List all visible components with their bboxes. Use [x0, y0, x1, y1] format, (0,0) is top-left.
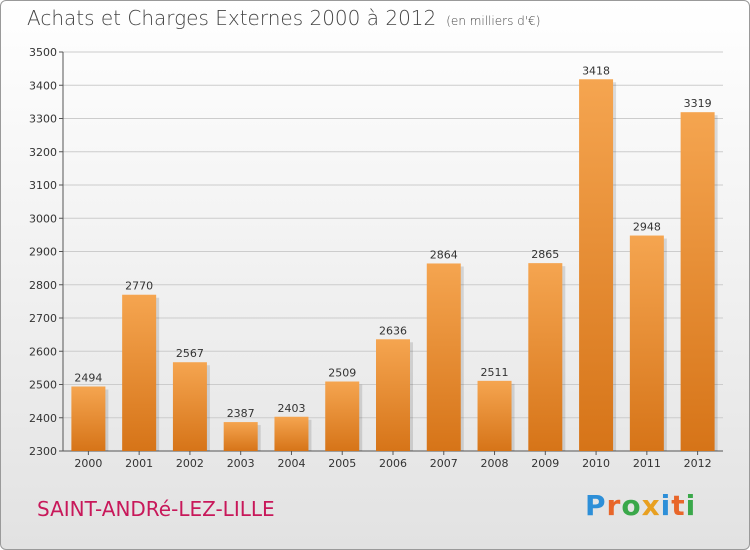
y-tick-label: 3100 [29, 179, 57, 192]
y-tick-label: 3200 [29, 146, 57, 159]
y-tick-label: 2700 [29, 312, 57, 325]
chart-title-text: Achats et Charges Externes 2000 à 2012 [27, 6, 437, 30]
y-tick-label: 2600 [29, 345, 57, 358]
proxiti-logo[interactable]: Proxiti [585, 489, 696, 522]
x-tick-label: 2012 [684, 457, 712, 470]
x-tick-label: 2009 [531, 457, 559, 470]
logo-letter: i [660, 489, 672, 522]
chart-title: Achats et Charges Externes 2000 à 2012 (e… [27, 6, 540, 30]
chart-subtitle: (en milliers d'€) [446, 14, 541, 28]
data-label: 2636 [379, 324, 407, 337]
logo-letter: o [621, 489, 642, 522]
data-label: 2403 [277, 402, 305, 415]
bar [274, 416, 309, 451]
bar [579, 79, 614, 451]
bar [680, 112, 715, 452]
data-label: 2511 [481, 366, 509, 379]
x-tick-label: 2005 [328, 457, 356, 470]
y-tick-label: 2500 [29, 379, 57, 392]
y-tick-label: 3300 [29, 113, 57, 126]
x-tick-label: 2010 [582, 457, 610, 470]
data-label: 2387 [227, 407, 255, 420]
logo-letter: r [606, 489, 622, 522]
y-tick-label: 3500 [29, 46, 57, 59]
axes: 2300 2400 2500 2600 2700 2800 2900 3000 3100 3200… [29, 46, 723, 470]
bar [426, 263, 461, 451]
y-tick-label: 2300 [29, 445, 57, 458]
bar [477, 380, 512, 451]
bar [172, 362, 207, 451]
data-labels: 2494 2770 2567 2387 2403 2509 2636 2864 2511 2865… [74, 64, 711, 420]
commune-name: SAINT-ANDRé-LEZ-LILLE [37, 497, 275, 521]
y-tick-label: 2400 [29, 412, 57, 425]
data-label: 3418 [582, 64, 610, 77]
x-tick-label: 2006 [379, 457, 407, 470]
bar [629, 235, 664, 451]
data-label: 2865 [531, 248, 559, 261]
bar [122, 294, 157, 451]
y-tick-label: 3400 [29, 79, 57, 92]
x-tick-label: 2000 [74, 457, 102, 470]
y-tick-label: 3000 [29, 212, 57, 225]
x-tick-label: 2011 [633, 457, 661, 470]
bar [528, 263, 563, 451]
data-label: 2509 [328, 367, 356, 380]
data-label: 2864 [430, 248, 458, 261]
x-tick-label: 2003 [227, 457, 255, 470]
logo-letter: x [641, 489, 661, 522]
bar [71, 386, 106, 451]
data-label: 2567 [176, 347, 204, 360]
data-label: 2948 [633, 221, 661, 234]
y-tick-label: 2900 [29, 246, 57, 259]
bar [223, 422, 258, 451]
data-label: 2770 [125, 280, 153, 293]
logo-letter: t [671, 489, 686, 522]
y-tick-label: 2800 [29, 279, 57, 292]
x-tick-label: 2007 [430, 457, 458, 470]
logo-letter: P [585, 489, 607, 522]
x-tick-label: 2008 [481, 457, 509, 470]
x-tick-label: 2001 [125, 457, 153, 470]
logo-letter: i [685, 489, 697, 522]
x-tick-label: 2004 [277, 457, 305, 470]
bar [325, 381, 360, 451]
data-label: 3319 [684, 97, 712, 110]
data-label: 2494 [74, 371, 102, 384]
bar [376, 339, 410, 451]
x-tick-label: 2002 [176, 457, 204, 470]
bars [71, 79, 718, 452]
